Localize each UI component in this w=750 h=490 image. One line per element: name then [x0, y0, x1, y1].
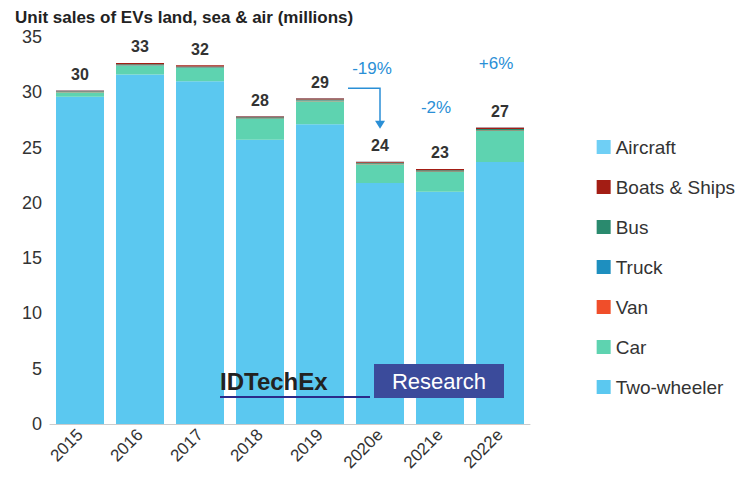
svg-text:30: 30 [22, 82, 42, 102]
svg-text:+6%: +6% [479, 54, 514, 73]
svg-text:IDTechEx: IDTechEx [220, 368, 328, 395]
svg-text:2016: 2016 [107, 425, 147, 465]
svg-text:Unit sales of EVs land, sea &: Unit sales of EVs land, sea & air (milli… [15, 8, 353, 27]
svg-text:24: 24 [371, 137, 389, 154]
svg-text:2021e: 2021e [400, 425, 447, 472]
svg-text:5: 5 [32, 359, 42, 379]
svg-text:23: 23 [431, 144, 449, 161]
svg-text:2022e: 2022e [460, 425, 507, 472]
svg-text:28: 28 [251, 92, 269, 109]
svg-text:Van: Van [616, 297, 648, 318]
svg-text:Boats & Ships: Boats & Ships [616, 177, 735, 198]
svg-text:Bus: Bus [616, 217, 649, 238]
svg-text:2015: 2015 [47, 425, 87, 465]
svg-text:2018: 2018 [227, 425, 267, 465]
svg-text:Aircraft: Aircraft [616, 137, 677, 158]
svg-text:Car: Car [616, 337, 647, 358]
svg-text:20: 20 [22, 193, 42, 213]
svg-text:2020e: 2020e [340, 425, 387, 472]
svg-text:-2%: -2% [421, 98, 451, 117]
svg-text:25: 25 [22, 138, 42, 158]
svg-text:32: 32 [191, 41, 209, 58]
svg-text:-19%: -19% [352, 59, 392, 78]
svg-text:2017: 2017 [167, 425, 207, 465]
svg-text:15: 15 [22, 248, 42, 268]
svg-text:33: 33 [131, 38, 149, 55]
svg-text:Truck: Truck [616, 257, 663, 278]
svg-text:29: 29 [311, 74, 329, 91]
svg-text:35: 35 [22, 27, 42, 47]
svg-text:2019: 2019 [287, 425, 327, 465]
svg-text:27: 27 [491, 103, 509, 120]
svg-text:0: 0 [32, 414, 42, 434]
svg-text:30: 30 [71, 66, 89, 83]
svg-text:Research: Research [392, 369, 486, 394]
svg-text:Two-wheeler: Two-wheeler [616, 377, 724, 398]
svg-text:10: 10 [22, 303, 42, 323]
